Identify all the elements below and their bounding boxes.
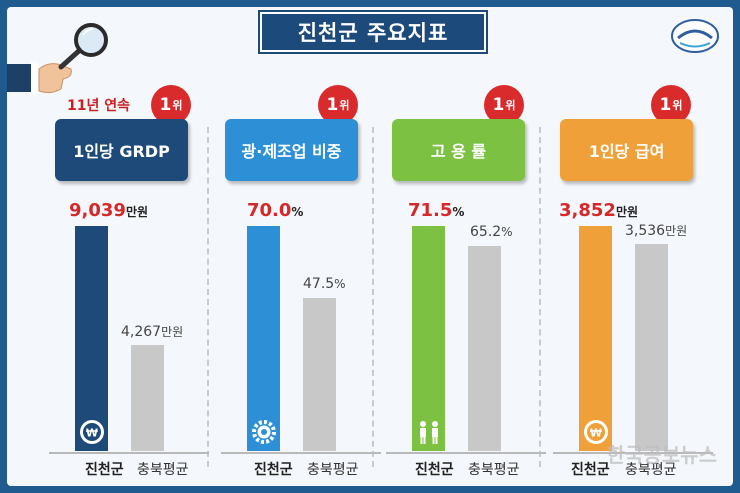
rank-number: 1 (659, 95, 672, 115)
jincheon-logo-icon (671, 19, 719, 53)
category-jincheon: 진천군 (571, 462, 610, 478)
watermark: 한국공보뉴스 (606, 443, 717, 467)
value-number: 47.5 (303, 276, 335, 292)
rank-unit: 위 (672, 99, 683, 112)
category-chungbuk-avg: 충북평균 (137, 462, 189, 478)
value-chungbuk-avg: 3,536만원 (625, 222, 687, 239)
bar-jincheon: ₩ (75, 226, 108, 451)
value-unit: % (452, 205, 465, 219)
baseline (553, 452, 713, 454)
value-chungbuk-avg: 4,267만원 (121, 323, 183, 340)
category-chungbuk-avg: 충북평균 (468, 462, 520, 478)
rank-number: 1 (492, 95, 505, 115)
value-number: 9,039 (69, 200, 126, 221)
value-chungbuk-avg: 65.2% (470, 224, 513, 240)
rank-number: 1 (326, 95, 339, 115)
value-number: 71.5 (408, 200, 453, 221)
gear-icon (252, 420, 276, 444)
bar-chungbuk-avg (635, 244, 668, 451)
rank-unit: 위 (339, 99, 350, 112)
category-jincheon: 진천군 (254, 462, 293, 478)
value-jincheon: 9,039만원 (69, 200, 148, 221)
column-divider (372, 127, 374, 467)
svg-text:₩: ₩ (86, 427, 98, 440)
value-unit: 만원 (161, 325, 184, 339)
column-divider (207, 127, 209, 467)
bar-chungbuk-avg (468, 246, 501, 451)
category-chungbuk-avg: 충북평균 (307, 462, 359, 478)
rank-unit: 위 (505, 99, 516, 112)
rank-unit: 위 (172, 99, 183, 112)
won-coin-icon: ₩ (80, 420, 104, 444)
value-number: 70.0 (247, 200, 292, 221)
magnifier-hand-icon (7, 23, 108, 94)
value-number: 3,536 (625, 223, 666, 239)
category-jincheon: 진천군 (415, 462, 454, 478)
bar-chungbuk-avg (303, 298, 336, 451)
baseline (49, 452, 209, 454)
value-number: 3,852 (559, 200, 616, 221)
svg-text:₩: ₩ (590, 427, 602, 440)
bar-chungbuk-avg (131, 345, 164, 451)
indicator-header: 1인당 급여 (560, 119, 693, 181)
value-unit: 만원 (665, 224, 688, 238)
bar-jincheon (247, 226, 280, 451)
baseline (386, 452, 546, 454)
value-unit: % (334, 277, 346, 291)
value-unit: 만원 (615, 205, 639, 219)
column-divider (539, 127, 541, 467)
category-jincheon: 진천군 (85, 462, 124, 478)
value-unit: % (501, 225, 513, 239)
bar-jincheon: ₩ (579, 226, 612, 451)
indicator-header: 고 용 률 (392, 119, 525, 181)
value-jincheon: 70.0% (247, 200, 303, 221)
indicator-header: 광·제조업 비중 (225, 119, 358, 181)
value-chungbuk-avg: 47.5% (303, 276, 346, 292)
people-icon (420, 421, 438, 444)
bar-jincheon (412, 226, 445, 451)
value-unit: 만원 (125, 205, 149, 219)
value-number: 65.2 (470, 224, 502, 240)
baseline (221, 452, 381, 454)
value-unit: % (291, 205, 304, 219)
page-title: 진천군 주요지표 (260, 12, 486, 52)
value-number: 4,267 (121, 324, 162, 340)
indicator-header: 1인당 GRDP (55, 119, 188, 181)
won-coin-icon: ₩ (584, 420, 608, 444)
value-jincheon: 71.5% (408, 200, 464, 221)
value-jincheon: 3,852만원 (559, 200, 638, 221)
rank-number: 1 (159, 95, 172, 115)
rank-note: 11년 연속 (67, 98, 130, 114)
category-chungbuk-avg: 충북평균 (625, 462, 677, 478)
